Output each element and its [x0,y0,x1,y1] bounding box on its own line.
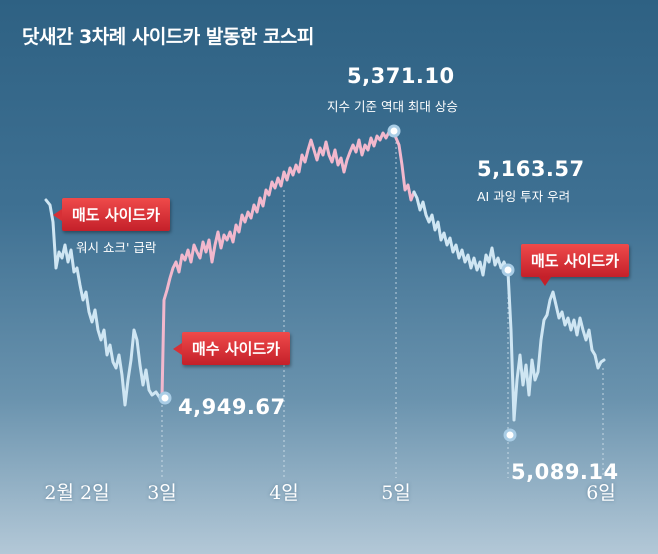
peak-value-label: 5,371.10 [347,64,455,88]
peak-note: 지수 기준 역대 최대 상승 [327,99,458,114]
day5-close-label: 5,163.57 [477,157,585,181]
x-tick-4: 4일 [269,482,299,504]
sell-sidecar-tag-2: 매도 사이드카 [521,244,630,286]
sell-sidecar-label-2: 매도 사이드카 [531,252,620,270]
ai-overinvestment-note: AI 과잉 투자 우려 [477,189,571,204]
tag-pointer [53,208,62,221]
x-tick-6: 6일 [586,482,616,504]
buy-sidecar-label: 매수 사이드카 [192,340,281,358]
x-tick-5: 5일 [381,482,411,504]
kospi-line-day1 [44,198,162,407]
buy-sidecar-tag: 매수 사이드카 [173,332,291,365]
marker-d2_low [158,391,172,405]
sell-sidecar-label-1: 매도 사이드카 [72,206,161,224]
sell-sidecar-tag-1: 매도 사이드카 [53,198,171,231]
marker-d6_low [503,428,517,442]
marker-peak [387,124,401,138]
day6-low-label: 5,089.14 [511,460,619,484]
tag-pointer [173,342,182,355]
chart-title: 닷새간 3차례 사이드카 발동한 코스피 [22,26,314,48]
wash-shock-note: 워시 쇼크' 급락 [76,240,157,255]
marker-d5_close [501,263,515,277]
tag-pointer [539,277,551,286]
x-tick-feb2: 2월 2일 [44,482,110,504]
kospi-line-day3-fall [412,190,606,422]
day3-low-label: 4,949.67 [178,395,286,419]
kospi-line-day2-rise [160,129,416,400]
x-tick-3: 3일 [147,482,177,504]
